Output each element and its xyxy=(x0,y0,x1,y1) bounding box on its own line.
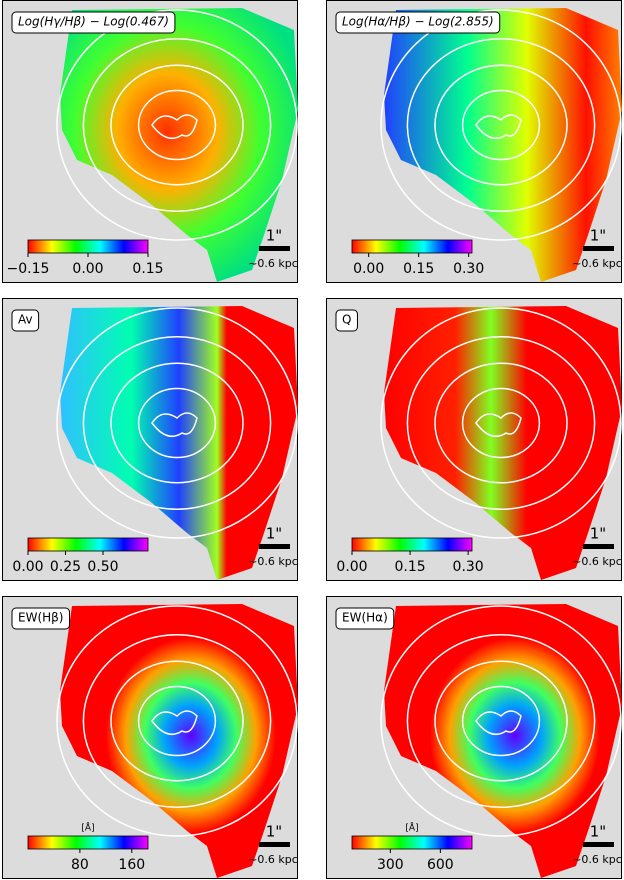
contour xyxy=(475,114,522,140)
scale-kpc: ~0.6 kpc xyxy=(572,853,622,866)
contour xyxy=(380,9,622,241)
scale-bar xyxy=(259,842,290,847)
scale-label: 1" xyxy=(590,227,606,245)
colorbar xyxy=(27,835,149,850)
scale-label: 1" xyxy=(266,525,282,543)
colorbar xyxy=(351,537,473,552)
contour xyxy=(110,64,244,186)
contour xyxy=(475,710,522,736)
label-box xyxy=(11,309,40,332)
panel-label: Log(Hγ/Hβ) − Log(0.467) xyxy=(18,15,169,29)
colorbar-tick-label: 0.15 xyxy=(394,559,425,575)
colorbar-tick-label: 0.15 xyxy=(132,261,163,277)
scale-kpc: ~0.6 kpc xyxy=(248,555,298,568)
colorbar-tick-label: −0.15 xyxy=(7,261,50,277)
contour xyxy=(461,387,541,459)
scale-bar xyxy=(583,842,614,847)
panel: EW(Hβ) [Å] 80 160 1" ~0.6 kpc xyxy=(2,596,298,879)
contour xyxy=(380,307,622,539)
panel: EW(Hα) [Å] 300 600 1" ~0.6 kpc xyxy=(326,596,622,879)
contour xyxy=(434,64,568,186)
scale-bar xyxy=(259,246,290,251)
colorbar-tick-label: 0.15 xyxy=(403,261,434,277)
scale-bar xyxy=(583,544,614,549)
map xyxy=(384,306,622,580)
scale-label: 1" xyxy=(590,525,606,543)
contour xyxy=(475,412,522,438)
colorbar-unit: [Å] xyxy=(405,822,418,834)
scale-label: 1" xyxy=(590,823,606,841)
panel-label: Av xyxy=(18,313,33,327)
scale-kpc: ~0.6 kpc xyxy=(248,853,298,866)
colorbar-tick-label: 80 xyxy=(71,857,89,873)
colorbar xyxy=(27,537,149,552)
colorbar-tick-label: 0.00 xyxy=(12,559,43,575)
colorbar-tick-label: 0.30 xyxy=(453,261,484,277)
colorbar-tick-label: 0.00 xyxy=(336,559,367,575)
contour xyxy=(406,336,596,510)
contour xyxy=(110,362,244,484)
colorbar xyxy=(351,835,473,850)
scale-label: 1" xyxy=(266,823,282,841)
contour xyxy=(434,362,568,484)
panel: Log(Hγ/Hβ) − Log(0.467) −0.15 0.00 0.15 1" ~0… xyxy=(2,0,298,283)
map xyxy=(60,8,298,282)
contour xyxy=(56,307,298,539)
contour xyxy=(56,9,298,241)
panel-label: EW(Hβ) xyxy=(18,611,64,625)
label-box xyxy=(335,607,395,630)
contour xyxy=(82,38,272,212)
panel-label: Log(Hα/Hβ) − Log(2.855) xyxy=(342,15,494,29)
colorbar-tick-label: 0.00 xyxy=(353,261,384,277)
contour xyxy=(82,336,272,510)
colorbar-tick-label: 0.50 xyxy=(87,559,118,575)
contour xyxy=(461,89,541,161)
colorbar xyxy=(27,239,149,254)
label-box xyxy=(335,11,501,34)
label-box xyxy=(11,607,70,630)
panel: Av 0.00 0.25 0.50 1" ~0.6 kpc xyxy=(2,298,298,581)
contour xyxy=(110,660,244,782)
contour xyxy=(406,38,596,212)
colorbar-tick-label: 600 xyxy=(427,857,454,873)
map xyxy=(60,604,298,878)
colorbar-unit: [Å] xyxy=(81,822,94,834)
colorbar-tick-label: 160 xyxy=(118,857,145,873)
contour xyxy=(137,89,217,161)
scale-kpc: ~0.6 kpc xyxy=(248,257,298,270)
contour xyxy=(137,685,217,757)
panel-label: Q xyxy=(342,313,351,327)
contour xyxy=(151,710,198,736)
colorbar-tick-label: 300 xyxy=(377,857,404,873)
contour xyxy=(82,634,272,808)
contour xyxy=(151,412,198,438)
contour xyxy=(461,685,541,757)
scale-bar xyxy=(583,246,614,251)
panel-label: EW(Hα) xyxy=(342,611,388,625)
map xyxy=(384,8,622,282)
contour xyxy=(137,387,217,459)
scale-kpc: ~0.6 kpc xyxy=(572,555,622,568)
label-box xyxy=(335,309,358,332)
scale-bar xyxy=(259,544,290,549)
contour xyxy=(406,634,596,808)
colorbar-tick-label: 0.30 xyxy=(453,559,484,575)
colorbar-tick-label: 0.00 xyxy=(72,261,103,277)
panel: Log(Hα/Hβ) − Log(2.855) 0.00 0.15 0.30 1" ~0.… xyxy=(326,0,622,283)
contour xyxy=(434,660,568,782)
panel: Q 0.00 0.15 0.30 1" ~0.6 kpc xyxy=(326,298,622,581)
contour xyxy=(56,605,298,837)
label-box xyxy=(11,11,176,34)
scale-label: 1" xyxy=(266,227,282,245)
map xyxy=(384,604,622,878)
colorbar-tick-label: 0.25 xyxy=(50,559,81,575)
contour xyxy=(380,605,622,837)
scale-kpc: ~0.6 kpc xyxy=(572,257,622,270)
contour xyxy=(151,114,198,140)
map xyxy=(60,306,298,580)
colorbar xyxy=(351,239,473,254)
